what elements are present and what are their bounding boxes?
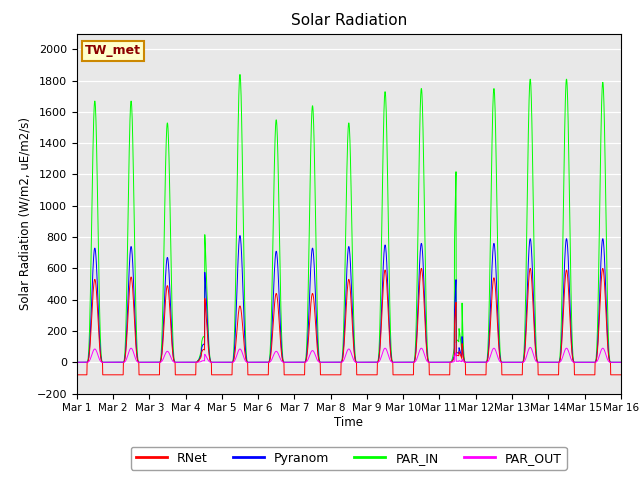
Pyranom — [617, 360, 625, 365]
Line: RNet: RNet — [77, 268, 621, 375]
Line: PAR_OUT: PAR_OUT — [77, 348, 621, 362]
Pyranom — [225, 360, 232, 365]
RNet — [417, 265, 425, 271]
Line: PAR_IN: PAR_IN — [77, 74, 621, 362]
PAR_IN — [617, 360, 625, 365]
Line: Pyranom: Pyranom — [77, 236, 621, 362]
RNet — [365, 372, 372, 378]
Title: Solar Radiation: Solar Radiation — [291, 13, 407, 28]
PAR_IN — [225, 360, 232, 365]
Pyranom — [376, 334, 384, 339]
RNet — [584, 372, 592, 378]
PAR_IN — [73, 360, 81, 365]
Y-axis label: Solar Radiation (W/m2, uE/m2/s): Solar Radiation (W/m2, uE/m2/s) — [18, 117, 31, 310]
PAR_OUT — [507, 360, 515, 365]
RNet — [225, 372, 232, 378]
RNet — [569, 357, 577, 363]
PAR_IN — [507, 360, 515, 365]
PAR_OUT — [584, 360, 592, 365]
RNet — [73, 372, 81, 378]
PAR_OUT — [526, 345, 534, 350]
PAR_OUT — [365, 360, 372, 365]
Text: TW_met: TW_met — [85, 44, 141, 58]
PAR_OUT — [569, 359, 577, 365]
X-axis label: Time: Time — [334, 416, 364, 429]
Pyranom — [507, 360, 515, 365]
PAR_IN — [236, 72, 244, 77]
PAR_OUT — [225, 360, 232, 365]
Pyranom — [584, 360, 592, 365]
Pyranom — [73, 360, 81, 365]
RNet — [376, 343, 384, 349]
PAR_OUT — [617, 360, 625, 365]
PAR_IN — [569, 352, 577, 358]
PAR_IN — [376, 300, 384, 306]
PAR_IN — [365, 360, 372, 365]
Pyranom — [236, 233, 244, 239]
PAR_OUT — [73, 360, 81, 365]
RNet — [617, 372, 625, 378]
Pyranom — [365, 360, 372, 365]
Legend: RNet, Pyranom, PAR_IN, PAR_OUT: RNet, Pyranom, PAR_IN, PAR_OUT — [131, 447, 567, 469]
PAR_OUT — [376, 357, 384, 363]
PAR_IN — [584, 360, 592, 365]
Pyranom — [569, 356, 577, 362]
RNet — [507, 372, 515, 378]
